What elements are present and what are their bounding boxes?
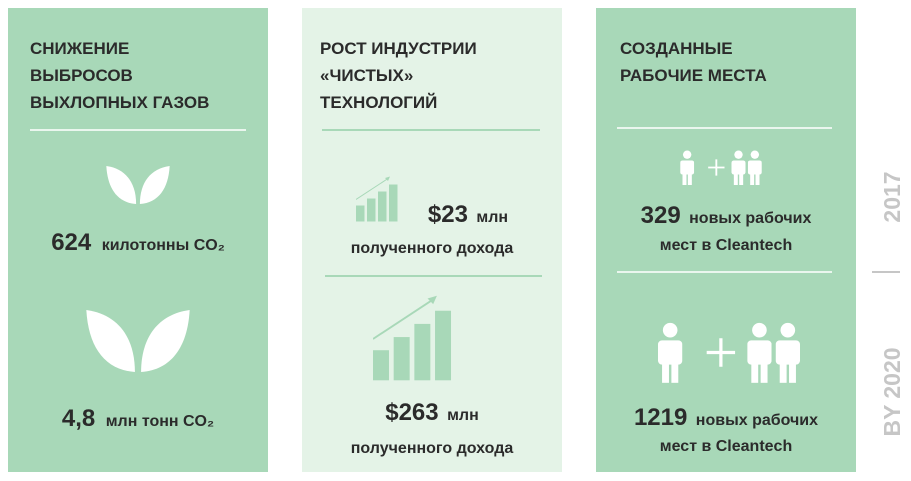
title-line: СОЗДАННЫЕ	[620, 39, 733, 58]
title-line: ВЫБРОСОВ	[30, 66, 133, 85]
stat-caption: полученного дохода	[351, 440, 514, 457]
stat-value: 1219	[634, 404, 687, 431]
stat-value: 4,8	[62, 405, 95, 432]
stat-value: $263	[385, 399, 438, 426]
title-line: «ЧИСТЫХ»	[320, 66, 413, 85]
stat-unit: млн	[447, 407, 479, 424]
title-line: ВЫХЛОПНЫХ ГАЗОВ	[30, 93, 209, 112]
stat: 329 новых рабочих	[641, 202, 812, 229]
title-line: СНИЖЕНИЕ	[30, 39, 129, 58]
stat-caption: полученного дохода	[351, 240, 514, 257]
year-label: BY 2020	[879, 347, 905, 436]
stat-unit: новых рабочих	[689, 210, 811, 227]
panel	[8, 8, 268, 472]
stat-unit: млн	[476, 209, 508, 226]
title-line: ТЕХНОЛОГИЙ	[320, 93, 437, 112]
stat-caption: мест в Cleantech	[660, 237, 792, 254]
stat-unit: килотонны CO₂	[102, 237, 225, 254]
stat-unit: новых рабочих	[696, 412, 818, 429]
stat: 1219 новых рабочих	[634, 404, 818, 431]
stat-caption: мест в Cleantech	[660, 438, 792, 455]
year-label: 2017	[879, 171, 905, 222]
stat-value: 624	[51, 229, 92, 256]
stat: $263 млн	[385, 399, 479, 426]
stat: $23 млн	[428, 201, 508, 228]
stat-unit: млн тонн CO₂	[106, 413, 214, 430]
title-line: РОСТ ИНДУСТРИИ	[320, 39, 477, 58]
stat: 4,8 млн тонн CO₂	[62, 405, 214, 432]
panel	[596, 8, 856, 472]
title-line: РАБОЧИЕ МЕСТА	[620, 66, 767, 85]
stat-value: 329	[641, 202, 681, 229]
stat: 624 килотонны CO₂	[51, 229, 225, 256]
panel	[302, 8, 562, 472]
stat-value: $23	[428, 201, 468, 228]
